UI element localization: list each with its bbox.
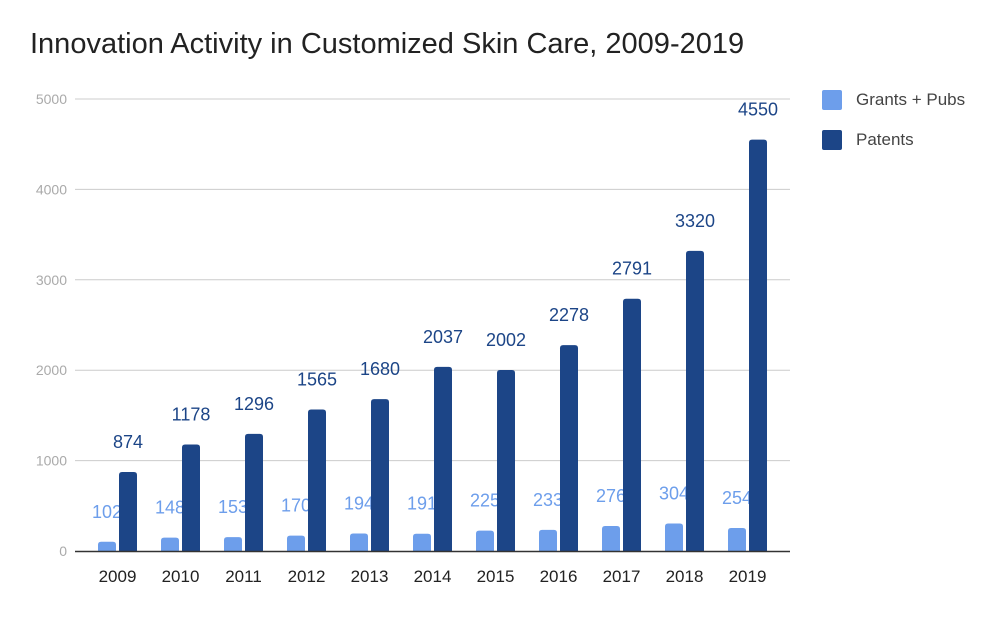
data-label: 153: [218, 497, 248, 517]
legend-item-grants-pubs: Grants + Pubs: [822, 90, 965, 110]
legend-swatch: [822, 90, 842, 110]
x-tick-label: 2014: [414, 567, 452, 586]
data-label: 2791: [612, 259, 652, 279]
bar-grants-pubs: [602, 526, 620, 551]
data-label: 1565: [297, 370, 337, 390]
bar-grants-pubs: [98, 541, 116, 551]
data-label: 304: [659, 484, 689, 504]
data-label: 102: [92, 502, 122, 522]
bar-grants-pubs: [350, 533, 368, 551]
bar-grants-pubs: [728, 528, 746, 551]
x-tick-label: 2017: [603, 567, 641, 586]
bar-patents: [182, 444, 200, 551]
legend-item-patents: Patents: [822, 130, 914, 150]
data-label: 194: [344, 493, 374, 513]
y-tick-label: 3000: [36, 272, 67, 288]
data-label: 1296: [234, 394, 274, 414]
bar-patents: [623, 298, 641, 551]
chart-title: Innovation Activity in Customized Skin C…: [30, 28, 745, 60]
data-label: 2037: [423, 327, 463, 347]
x-tick-label: 2013: [351, 567, 389, 586]
y-tick-label: 0: [59, 543, 67, 559]
bar-grants-pubs: [413, 533, 431, 551]
x-tick-label: 2009: [99, 567, 137, 586]
y-tick-label: 5000: [36, 91, 67, 107]
legend-label: Patents: [856, 130, 914, 149]
data-label: 233: [533, 490, 563, 510]
legend-swatch: [822, 130, 842, 150]
bar-patents: [560, 345, 578, 551]
bar-grants-pubs: [287, 535, 305, 551]
bar-patents: [371, 399, 389, 551]
data-label: 874: [113, 432, 143, 452]
bar-grants-pubs: [161, 537, 179, 551]
bar-patents: [434, 366, 452, 551]
x-tick-label: 2011: [225, 567, 262, 586]
data-label: 1680: [360, 359, 400, 379]
bar-patents: [119, 471, 137, 551]
data-label: 2278: [549, 305, 589, 325]
x-tick-label: 2018: [666, 567, 704, 586]
x-tick-label: 2012: [288, 567, 326, 586]
bar-patents: [749, 139, 767, 551]
data-label: 170: [281, 496, 311, 516]
data-label: 225: [470, 491, 500, 511]
x-tick-label: 2019: [729, 567, 767, 586]
data-label: 254: [722, 488, 752, 508]
x-tick-label: 2010: [162, 567, 200, 586]
bar-grants-pubs: [539, 529, 557, 551]
bar-grants-pubs: [665, 523, 683, 551]
bar-patents: [308, 409, 326, 551]
data-label: 148: [155, 498, 185, 518]
bar-patents: [497, 370, 515, 551]
bar-grants-pubs: [224, 537, 242, 551]
y-tick-label: 1000: [36, 453, 67, 469]
x-tick-label: 2015: [477, 567, 515, 586]
data-label: 3320: [675, 211, 715, 231]
bar-patents: [245, 433, 263, 551]
data-label: 191: [407, 494, 437, 514]
x-tick-label: 2016: [540, 567, 578, 586]
bar-grants-pubs: [476, 530, 494, 551]
legend-label: Grants + Pubs: [856, 90, 966, 109]
data-label: 2002: [486, 330, 526, 350]
y-tick-label: 4000: [36, 181, 67, 197]
data-label: 1178: [172, 405, 211, 425]
bar-patents: [686, 250, 704, 551]
data-label: 276: [596, 486, 626, 506]
data-label: 4550: [738, 100, 778, 120]
y-tick-label: 2000: [36, 362, 67, 378]
